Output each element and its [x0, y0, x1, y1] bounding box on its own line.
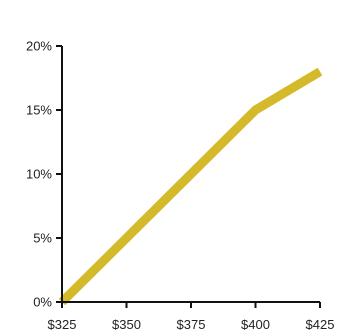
x-tick-label: $350: [112, 317, 141, 332]
series-layer: [58, 67, 323, 306]
x-tick-label: $325: [48, 317, 77, 332]
x-tick-label: $400: [241, 317, 270, 332]
x-tick-label: $375: [177, 317, 206, 332]
y-tick-label: 5%: [33, 231, 52, 246]
y-tick-label: 10%: [26, 167, 52, 182]
series-line: [58, 67, 323, 306]
x-tick-label: $425: [306, 317, 335, 332]
y-tick-label: 20%: [26, 39, 52, 54]
y-axis-ticks: 0% 5% 10% 15% 20%: [26, 39, 62, 310]
y-tick-label: 0%: [33, 295, 52, 310]
y-tick-label: 15%: [26, 103, 52, 118]
x-axis-ticks: $325 $350 $375 $400 $425: [48, 302, 335, 332]
